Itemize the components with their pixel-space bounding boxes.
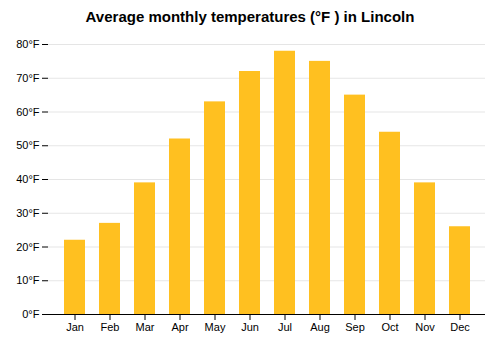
svg-text:Dec: Dec: [450, 321, 470, 333]
svg-text:Apr: Apr: [171, 321, 188, 333]
svg-text:50°F: 50°F: [16, 139, 40, 151]
svg-text:Jan: Jan: [66, 321, 84, 333]
svg-text:80°F: 80°F: [16, 38, 40, 50]
svg-text:20°F: 20°F: [16, 241, 40, 253]
svg-text:70°F: 70°F: [16, 72, 40, 84]
svg-text:Aug: Aug: [310, 321, 330, 333]
svg-text:30°F: 30°F: [16, 207, 40, 219]
svg-text:Oct: Oct: [381, 321, 398, 333]
svg-text:Sep: Sep: [345, 321, 365, 333]
svg-text:10°F: 10°F: [16, 274, 40, 286]
svg-text:Nov: Nov: [415, 321, 435, 333]
svg-text:Mar: Mar: [136, 321, 155, 333]
svg-text:Feb: Feb: [101, 321, 120, 333]
svg-text:60°F: 60°F: [16, 106, 40, 118]
svg-text:0°F: 0°F: [22, 308, 40, 320]
html-text:Average monthly temperatures (: Average monthly temperatures (°F ) in Li…: [85, 8, 415, 25]
svg-text:40°F: 40°F: [16, 173, 40, 185]
svg-text:Jun: Jun: [241, 321, 259, 333]
svg-text:Jul: Jul: [278, 321, 292, 333]
svg-text:May: May: [205, 321, 226, 333]
